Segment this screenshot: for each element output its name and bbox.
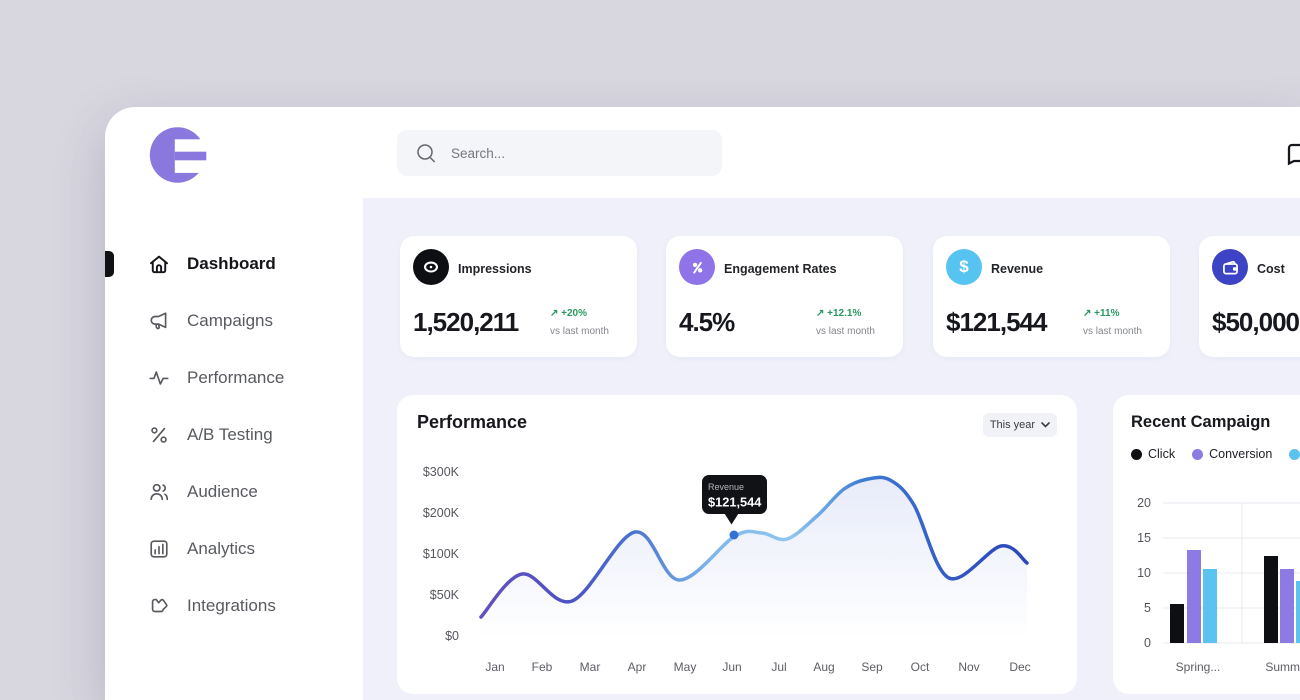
- svg-text:$300K: $300K: [423, 465, 460, 479]
- svg-text:Sep: Sep: [861, 660, 883, 674]
- svg-text:Jul: Jul: [771, 660, 786, 674]
- svg-text:Oct: Oct: [911, 660, 930, 674]
- svg-text:5: 5: [1144, 601, 1151, 615]
- svg-text:0: 0: [1144, 636, 1151, 650]
- svg-text:Jan: Jan: [485, 660, 504, 674]
- svg-text:$200K: $200K: [423, 506, 460, 520]
- svg-text:Dec: Dec: [1009, 660, 1030, 674]
- svg-text:10: 10: [1137, 566, 1151, 580]
- svg-text:Mar: Mar: [580, 660, 601, 674]
- svg-text:$100K: $100K: [423, 547, 460, 561]
- svg-text:20: 20: [1137, 496, 1151, 510]
- svg-text:$121,544: $121,544: [708, 495, 762, 510]
- svg-text:$0: $0: [445, 629, 459, 643]
- svg-text:Feb: Feb: [532, 660, 553, 674]
- svg-text:Nov: Nov: [958, 660, 979, 674]
- svg-text:Revenue: Revenue: [708, 482, 744, 492]
- svg-text:May: May: [674, 660, 697, 674]
- svg-text:Apr: Apr: [628, 660, 647, 674]
- svg-text:Spring...: Spring...: [1176, 660, 1221, 674]
- svg-text:Jun: Jun: [722, 660, 741, 674]
- svg-text:Summer: Summer: [1265, 660, 1300, 674]
- svg-text:$50K: $50K: [430, 588, 460, 602]
- svg-text:Aug: Aug: [813, 660, 834, 674]
- svg-text:15: 15: [1137, 531, 1151, 545]
